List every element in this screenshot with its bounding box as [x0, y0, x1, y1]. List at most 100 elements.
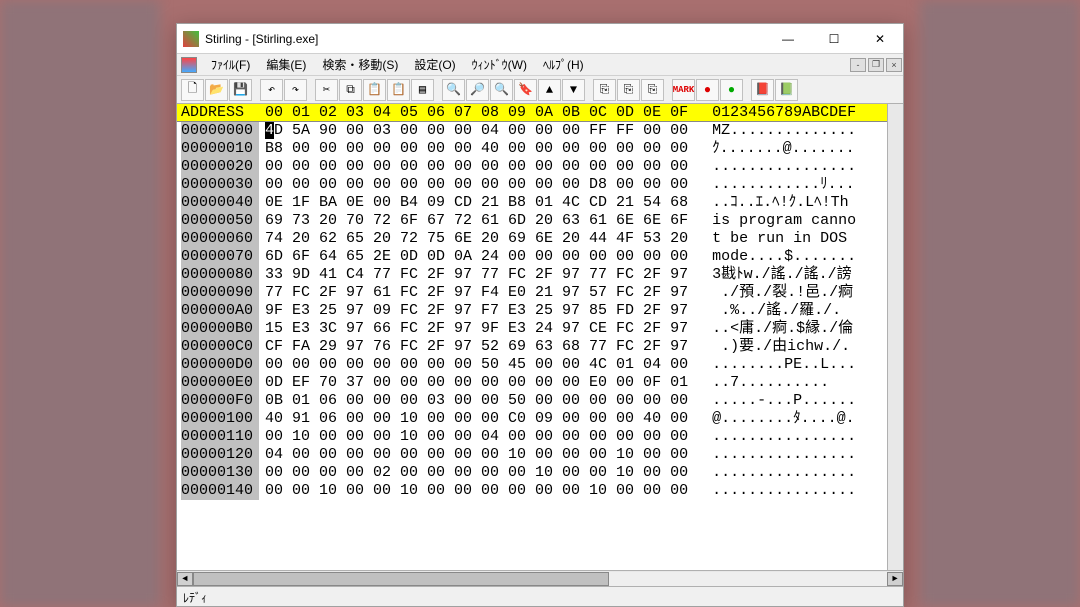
ascii-cell[interactable]: ..7.......... — [688, 374, 829, 392]
hex-row[interactable]: 000000F00B 01 06 00 00 00 03 00 00 50 00… — [181, 392, 903, 410]
paste-button[interactable]: 📋 — [363, 79, 386, 101]
menu-edit[interactable]: 編集(E) — [258, 54, 314, 75]
hex-bytes[interactable]: 00 00 00 00 02 00 00 00 00 00 10 00 00 1… — [259, 464, 688, 482]
ascii-cell[interactable]: .%../謠./羅./. — [688, 302, 841, 320]
copy-button[interactable]: ⧉ — [339, 79, 362, 101]
hex-bytes[interactable]: 0D EF 70 37 00 00 00 00 00 00 00 00 E0 0… — [259, 374, 688, 392]
scroll-left-button[interactable]: ◄ — [177, 572, 193, 586]
ascii-cell[interactable]: mode....$....... — [688, 248, 856, 266]
hex-row[interactable]: 000000A09F E3 25 97 09 FC 2F 97 F7 E3 25… — [181, 302, 903, 320]
ascii-cell[interactable]: ./預./裂.!邑./痾 — [688, 284, 853, 302]
ascii-cell[interactable]: ｸ.......@....... — [688, 140, 855, 158]
hex-bytes[interactable]: 00 00 10 00 00 10 00 00 00 00 00 00 10 0… — [259, 482, 688, 500]
menu-settings[interactable]: 設定(O) — [406, 54, 463, 75]
scroll-thumb[interactable] — [193, 572, 609, 586]
hex-bytes[interactable]: 0E 1F BA 0E 00 B4 09 CD 21 B8 01 4C CD 2… — [259, 194, 688, 212]
hex-bytes[interactable]: 00 00 00 00 00 00 00 00 00 00 00 00 00 0… — [259, 158, 688, 176]
ascii-cell[interactable]: ................ — [688, 482, 856, 500]
findnext-button[interactable]: 🔎 — [466, 79, 489, 101]
scroll-right-button[interactable]: ► — [887, 572, 903, 586]
hex-row[interactable]: 000000004D 5A 90 00 03 00 00 00 04 00 00… — [181, 122, 903, 140]
open-button[interactable]: 📂 — [205, 79, 228, 101]
menu-file[interactable]: ﾌｧｲﾙ(F) — [203, 54, 258, 75]
new-button[interactable]: 🗋 — [181, 79, 204, 101]
cut-button[interactable]: ✂ — [315, 79, 338, 101]
hex-row[interactable]: 0000012004 00 00 00 00 00 00 00 00 10 00… — [181, 446, 903, 464]
horizontal-scrollbar[interactable]: ◄ ► — [177, 570, 903, 586]
hex-body[interactable]: 000000004D 5A 90 00 03 00 00 00 04 00 00… — [177, 122, 903, 570]
ascii-cell[interactable]: ............ﾘ... — [688, 176, 855, 194]
copyblk3-button[interactable]: ⎘ — [641, 79, 664, 101]
dot1-button[interactable]: ● — [696, 79, 719, 101]
hex-bytes[interactable]: 00 10 00 00 00 10 00 00 04 00 00 00 00 0… — [259, 428, 688, 446]
findmark-button[interactable]: 🔖 — [514, 79, 537, 101]
hex-row[interactable]: 00000010B8 00 00 00 00 00 00 00 40 00 00… — [181, 140, 903, 158]
save-button[interactable]: 💾 — [229, 79, 252, 101]
hex-bytes[interactable]: 33 9D 41 C4 77 FC 2F 97 77 FC 2F 97 77 F… — [259, 266, 688, 284]
mark-button[interactable]: MARK — [672, 79, 695, 101]
dot2-button[interactable]: ● — [720, 79, 743, 101]
hex-row[interactable]: 0000010040 91 06 00 00 10 00 00 00 C0 09… — [181, 410, 903, 428]
find-button[interactable]: 🔍 — [442, 79, 465, 101]
minimize-button[interactable]: — — [765, 24, 811, 53]
ascii-cell[interactable]: .....-...P...... — [688, 392, 856, 410]
ascii-cell[interactable]: MZ.............. — [688, 122, 856, 140]
hex-bytes[interactable]: 74 20 62 65 20 72 75 6E 20 69 6E 20 44 4… — [259, 230, 688, 248]
mdi-restore-button[interactable]: ❐ — [868, 58, 884, 72]
hex-bytes[interactable]: 00 00 00 00 00 00 00 00 50 45 00 00 4C 0… — [259, 356, 688, 374]
ascii-cell[interactable]: 3戡ﾄw./謠./謠./謗 — [688, 266, 852, 284]
hex-row[interactable]: 0000008033 9D 41 C4 77 FC 2F 97 77 FC 2F… — [181, 266, 903, 284]
findprev-button[interactable]: 🔍 — [490, 79, 513, 101]
hex-bytes[interactable]: 00 00 00 00 00 00 00 00 00 00 00 00 D8 0… — [259, 176, 688, 194]
hex-row[interactable]: 0000006074 20 62 65 20 72 75 6E 20 69 6E… — [181, 230, 903, 248]
hex-bytes[interactable]: 4D 5A 90 00 03 00 00 00 04 00 00 00 FF F… — [259, 122, 688, 140]
copyblk-button[interactable]: ⎘ — [593, 79, 616, 101]
ascii-cell[interactable]: ................ — [688, 446, 856, 464]
ascii-cell[interactable]: ................ — [688, 158, 856, 176]
scroll-track[interactable] — [193, 572, 887, 586]
menu-help[interactable]: ﾍﾙﾌﾟ(H) — [535, 54, 592, 75]
menu-search[interactable]: 検索・移動(S) — [314, 54, 406, 75]
hex-row[interactable]: 0000011000 10 00 00 00 10 00 00 04 00 00… — [181, 428, 903, 446]
hex-bytes[interactable]: 9F E3 25 97 09 FC 2F 97 F7 E3 25 97 85 F… — [259, 302, 688, 320]
hex-bytes[interactable]: CF FA 29 97 76 FC 2F 97 52 69 63 68 77 F… — [259, 338, 688, 356]
book2-button[interactable]: 📗 — [775, 79, 798, 101]
mdi-close-button[interactable]: × — [886, 58, 902, 72]
undo-button[interactable]: ↶ — [260, 79, 283, 101]
maximize-button[interactable]: ☐ — [811, 24, 857, 53]
list-button[interactable]: ▤ — [411, 79, 434, 101]
ascii-cell[interactable]: t be run in DOS — [688, 230, 856, 248]
hex-bytes[interactable]: 69 73 20 70 72 6F 67 72 61 6D 20 63 61 6… — [259, 212, 688, 230]
ascii-cell[interactable]: ........PE..L... — [688, 356, 856, 374]
hex-row[interactable]: 0000014000 00 10 00 00 10 00 00 00 00 00… — [181, 482, 903, 500]
ascii-cell[interactable]: ................ — [688, 464, 856, 482]
hex-row[interactable]: 000000706D 6F 64 65 2E 0D 0D 0A 24 00 00… — [181, 248, 903, 266]
ascii-cell[interactable]: @........ﾀ....@. — [688, 410, 855, 428]
hex-row[interactable]: 0000013000 00 00 00 02 00 00 00 00 00 10… — [181, 464, 903, 482]
hex-row[interactable]: 000000D000 00 00 00 00 00 00 00 50 45 00… — [181, 356, 903, 374]
hex-row[interactable]: 0000003000 00 00 00 00 00 00 00 00 00 00… — [181, 176, 903, 194]
paste2-button[interactable]: 📋 — [387, 79, 410, 101]
hex-row[interactable]: 000000400E 1F BA 0E 00 B4 09 CD 21 B8 01… — [181, 194, 903, 212]
hex-row[interactable]: 0000005069 73 20 70 72 6F 67 72 61 6D 20… — [181, 212, 903, 230]
book-button[interactable]: 📕 — [751, 79, 774, 101]
hex-bytes[interactable]: 6D 6F 64 65 2E 0D 0D 0A 24 00 00 00 00 0… — [259, 248, 688, 266]
menu-window[interactable]: ｳｨﾝﾄﾞｳ(W) — [464, 54, 535, 75]
ascii-cell[interactable]: .)要./由ichw./. — [688, 338, 850, 356]
hex-bytes[interactable]: 40 91 06 00 00 10 00 00 00 C0 09 00 00 0… — [259, 410, 688, 428]
hex-row[interactable]: 0000002000 00 00 00 00 00 00 00 00 00 00… — [181, 158, 903, 176]
vertical-scrollbar[interactable] — [887, 104, 903, 570]
ascii-cell[interactable]: is program canno — [688, 212, 856, 230]
ascii-cell[interactable]: ..<庸./痾.$縁./倫 — [688, 320, 853, 338]
hex-bytes[interactable]: 04 00 00 00 00 00 00 00 00 10 00 00 00 1… — [259, 446, 688, 464]
hex-bytes[interactable]: 15 E3 3C 97 66 FC 2F 97 9F E3 24 97 CE F… — [259, 320, 688, 338]
hex-bytes[interactable]: 77 FC 2F 97 61 FC 2F 97 F4 E0 21 97 57 F… — [259, 284, 688, 302]
redo-button[interactable]: ↷ — [284, 79, 307, 101]
ascii-cell[interactable]: ................ — [688, 428, 856, 446]
ascii-cell[interactable]: ..ｺ..ｴ.ﾍ!ｸ.Lﾍ!Th — [688, 194, 849, 212]
hex-row[interactable]: 0000009077 FC 2F 97 61 FC 2F 97 F4 E0 21… — [181, 284, 903, 302]
hex-bytes[interactable]: B8 00 00 00 00 00 00 00 40 00 00 00 00 0… — [259, 140, 688, 158]
mdi-minimize-button[interactable]: ‑ — [850, 58, 866, 72]
hex-row[interactable]: 000000C0CF FA 29 97 76 FC 2F 97 52 69 63… — [181, 338, 903, 356]
hex-row[interactable]: 000000E00D EF 70 37 00 00 00 00 00 00 00… — [181, 374, 903, 392]
